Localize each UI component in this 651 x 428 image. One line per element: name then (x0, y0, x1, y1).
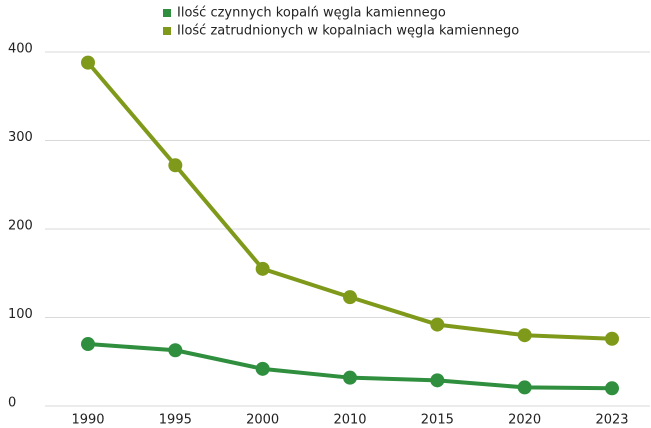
x-tick-label: 2015 (421, 413, 454, 428)
data-point (168, 158, 183, 173)
y-tick-label: 200 (8, 219, 33, 234)
x-tick-label: 1990 (71, 413, 104, 428)
data-point (430, 317, 445, 332)
legend-swatch (163, 27, 171, 35)
data-point (343, 370, 357, 385)
data-point (430, 373, 445, 388)
y-tick-label: 300 (8, 130, 33, 145)
legend-label: Ilość zatrudnionych w kopalniach węgla k… (177, 24, 519, 39)
data-point (343, 290, 357, 305)
data-point (517, 380, 532, 395)
y-tick-label: 100 (8, 307, 33, 322)
y-tick-label: 0 (8, 396, 16, 411)
x-tick-label: 2023 (595, 413, 628, 428)
legend-label: Ilość czynnych kopalń węgla kamiennego (177, 6, 446, 21)
x-tick-label: 1995 (159, 413, 192, 428)
data-point (81, 337, 95, 352)
data-point (605, 381, 619, 396)
data-point (81, 55, 95, 70)
data-point (517, 328, 532, 343)
data-point (168, 343, 183, 358)
data-point (255, 261, 270, 276)
data-point (255, 361, 270, 376)
y-tick-label: 400 (8, 42, 33, 57)
x-tick-label: 2020 (508, 413, 541, 428)
legend-swatch (163, 9, 171, 17)
x-tick-label: 2000 (246, 413, 279, 428)
x-tick-label: 2010 (333, 413, 366, 428)
data-point (605, 331, 619, 346)
